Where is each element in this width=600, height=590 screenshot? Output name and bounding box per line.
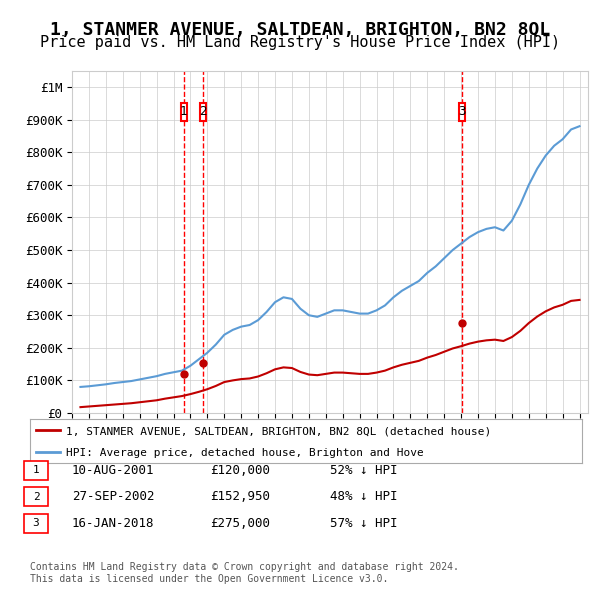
Text: 57% ↓ HPI: 57% ↓ HPI	[330, 517, 398, 530]
Text: 1: 1	[180, 106, 187, 119]
Text: 1, STANMER AVENUE, SALTDEAN, BRIGHTON, BN2 8QL (detached house): 1, STANMER AVENUE, SALTDEAN, BRIGHTON, B…	[66, 427, 491, 436]
Text: £120,000: £120,000	[210, 464, 270, 477]
Text: 16-JAN-2018: 16-JAN-2018	[72, 517, 155, 530]
Text: £152,950: £152,950	[210, 490, 270, 503]
Text: 3: 3	[32, 519, 40, 528]
Text: £275,000: £275,000	[210, 517, 270, 530]
Text: 1: 1	[32, 466, 40, 475]
Text: HPI: Average price, detached house, Brighton and Hove: HPI: Average price, detached house, Brig…	[66, 448, 424, 458]
FancyBboxPatch shape	[459, 103, 465, 121]
FancyBboxPatch shape	[181, 103, 187, 121]
Text: Price paid vs. HM Land Registry's House Price Index (HPI): Price paid vs. HM Land Registry's House …	[40, 35, 560, 50]
Text: 1, STANMER AVENUE, SALTDEAN, BRIGHTON, BN2 8QL: 1, STANMER AVENUE, SALTDEAN, BRIGHTON, B…	[50, 21, 550, 39]
Text: Contains HM Land Registry data © Crown copyright and database right 2024.
This d: Contains HM Land Registry data © Crown c…	[30, 562, 459, 584]
Text: 10-AUG-2001: 10-AUG-2001	[72, 464, 155, 477]
Text: 3: 3	[458, 106, 466, 119]
FancyBboxPatch shape	[200, 103, 206, 121]
Text: 27-SEP-2002: 27-SEP-2002	[72, 490, 155, 503]
Text: 48% ↓ HPI: 48% ↓ HPI	[330, 490, 398, 503]
Text: 2: 2	[32, 492, 40, 502]
Text: 52% ↓ HPI: 52% ↓ HPI	[330, 464, 398, 477]
Text: 2: 2	[199, 106, 207, 119]
